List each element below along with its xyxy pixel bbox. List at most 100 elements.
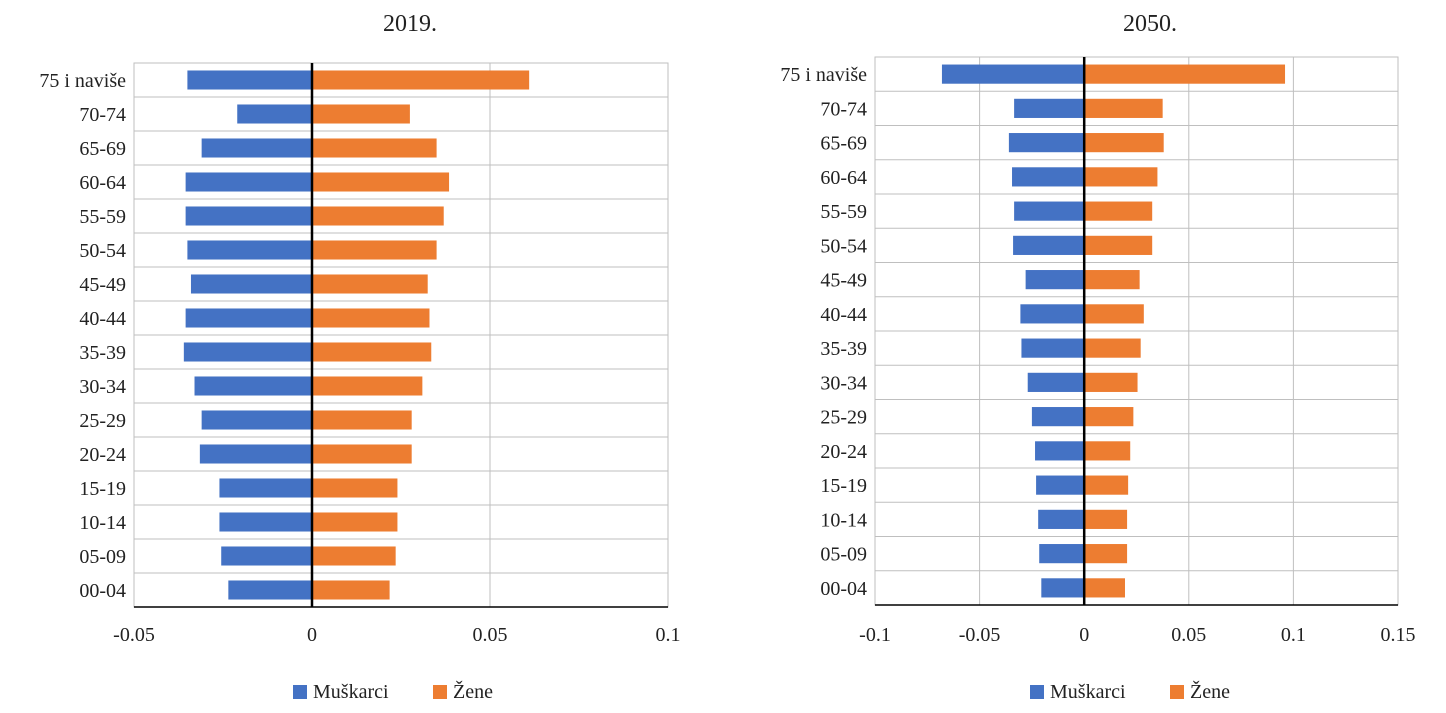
category-label: 55-59 — [820, 201, 867, 223]
bar-women-4 — [312, 206, 444, 226]
category-label: 05-09 — [820, 544, 867, 566]
category-label: 00-04 — [820, 578, 867, 600]
category-label: 40-44 — [820, 304, 867, 326]
bar-men-8 — [1021, 338, 1085, 358]
legend-swatch-men — [293, 685, 307, 699]
category-label: 45-49 — [820, 270, 867, 292]
chart-2019-svg: 2019. 75 i naviše 70-74 65-69 60-64 55-59 50-5… — [39, 11, 681, 703]
bar-women-10 — [1084, 407, 1134, 427]
bar-men-4 — [185, 206, 312, 226]
bar-men-5 — [1013, 235, 1085, 255]
legend-swatch-women — [433, 685, 447, 699]
population-pyramid-2019: 2019. 75 i naviše 70-74 65-69 60-64 55-59 50-5… — [0, 0, 700, 708]
category-label: 45-49 — [79, 274, 126, 296]
category-label: 70-74 — [79, 104, 126, 126]
bar-men-12 — [219, 478, 312, 498]
category-label: 60-64 — [820, 167, 867, 189]
bar-women-2 — [1084, 133, 1164, 153]
bar-women-8 — [1084, 338, 1141, 358]
category-label: 05-09 — [79, 546, 126, 568]
bar-men-4 — [1014, 201, 1085, 221]
category-label: 15-19 — [79, 478, 126, 500]
category-label: 00-04 — [79, 580, 126, 602]
bar-men-1 — [237, 104, 312, 124]
bar-women-13 — [312, 512, 398, 532]
bar-women-1 — [1084, 98, 1163, 118]
category-label: 65-69 — [820, 133, 867, 155]
bar-women-4 — [1084, 201, 1153, 221]
legend-label-women: Žene — [1190, 680, 1230, 703]
bar-men-10 — [201, 410, 312, 430]
bar-men-11 — [1035, 441, 1085, 461]
bar-women-5 — [312, 240, 437, 260]
legend-swatch-women — [1170, 685, 1184, 699]
category-label: 20-24 — [820, 441, 867, 463]
bar-women-13 — [1084, 509, 1128, 529]
category-label: 50-54 — [79, 240, 126, 262]
bar-men-11 — [199, 444, 312, 464]
x-tick-label: 0 — [307, 624, 317, 646]
bar-women-15 — [1084, 578, 1125, 598]
category-label: 75 i naviše — [39, 70, 126, 92]
bar-men-9 — [1027, 372, 1085, 392]
category-label: 10-14 — [820, 509, 867, 531]
x-tick-label: 0.15 — [1381, 624, 1416, 646]
bar-men-13 — [219, 512, 312, 532]
bar-men-7 — [1020, 304, 1085, 324]
category-label: 55-59 — [79, 206, 126, 228]
bar-women-2 — [312, 138, 437, 158]
chart-2050-svg: 2050. 75 i naviše 70-74 65-69 60-64 55-59 50-5… — [780, 11, 1416, 703]
category-label: 60-64 — [79, 172, 126, 194]
bar-women-9 — [1084, 372, 1138, 392]
legend-label-men: Muškarci — [1050, 681, 1126, 703]
bar-women-14 — [312, 546, 396, 566]
bar-women-1 — [312, 104, 410, 124]
category-label: 35-39 — [79, 342, 126, 364]
x-tick-label: -0.05 — [959, 624, 1001, 646]
bar-women-3 — [1084, 167, 1158, 187]
bar-women-11 — [312, 444, 412, 464]
bar-men-1 — [1014, 98, 1085, 118]
x-tick-label: -0.1 — [859, 624, 891, 646]
bar-women-0 — [1084, 64, 1286, 84]
bar-women-6 — [312, 274, 428, 294]
category-label: 30-34 — [820, 372, 867, 394]
bar-men-2 — [201, 138, 312, 158]
bar-women-0 — [312, 70, 530, 90]
category-label: 20-24 — [79, 444, 126, 466]
x-tick-label: 0.1 — [656, 624, 681, 646]
x-tick-label: -0.05 — [113, 624, 155, 646]
category-label: 65-69 — [79, 138, 126, 160]
bar-women-14 — [1084, 544, 1128, 564]
bar-women-12 — [1084, 475, 1129, 495]
category-label: 30-34 — [79, 376, 126, 398]
category-label: 40-44 — [79, 308, 126, 330]
bar-women-8 — [312, 342, 432, 362]
bar-men-14 — [221, 546, 312, 566]
legend-swatch-men — [1030, 685, 1044, 699]
bar-women-7 — [1084, 304, 1144, 324]
bar-women-3 — [312, 172, 450, 192]
bar-men-3 — [1012, 167, 1085, 187]
bar-men-8 — [183, 342, 312, 362]
bar-men-12 — [1036, 475, 1085, 495]
chart-title: 2050. — [1123, 11, 1177, 37]
x-tick-label: 0.1 — [1281, 624, 1306, 646]
bar-men-7 — [185, 308, 312, 328]
category-label: 50-54 — [820, 235, 867, 257]
bar-women-6 — [1084, 270, 1140, 290]
chart-title: 2019. — [383, 11, 437, 37]
bar-men-6 — [190, 274, 312, 294]
x-tick-label: 0 — [1079, 624, 1089, 646]
bar-women-9 — [312, 376, 423, 396]
bar-men-5 — [187, 240, 312, 260]
legend-label-women: Žene — [453, 680, 493, 703]
bar-men-13 — [1038, 509, 1085, 529]
bar-men-6 — [1025, 270, 1085, 290]
x-tick-label: 0.05 — [473, 624, 508, 646]
x-tick-label: 0.05 — [1171, 624, 1206, 646]
bar-men-14 — [1039, 544, 1085, 564]
bar-women-11 — [1084, 441, 1131, 461]
category-label: 35-39 — [820, 338, 867, 360]
legend-label-men: Muškarci — [313, 681, 389, 703]
